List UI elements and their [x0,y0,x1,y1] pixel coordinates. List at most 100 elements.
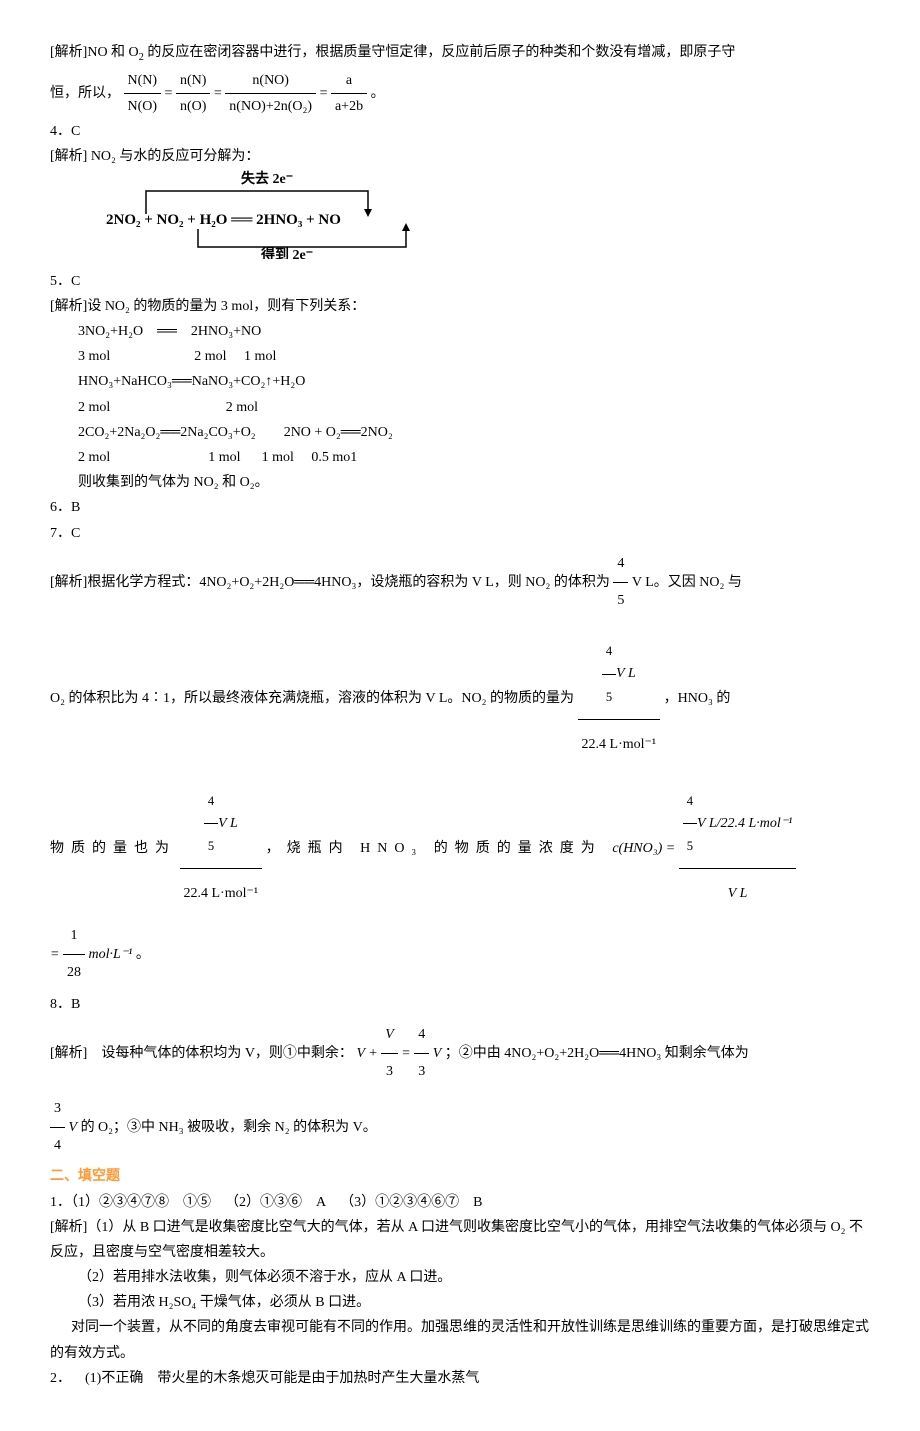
eq: V + [356,1046,381,1061]
numerator: 4 5 V L/22.4 L·mol⁻¹ [679,779,797,869]
eq: V [433,1046,442,1061]
fraction: n(NO) n(NO)+2n(O₂) [225,68,316,119]
text: O₂ 的体积比为 4∶1，所以最终液体充满烧瓶，溶液的体积为 V L。NO₂ 的… [50,691,578,706]
inner-num: 4 [204,779,218,824]
lhs: c(HNO₃) = [612,840,678,855]
eq: = [165,86,173,101]
denominator: 28 [63,955,85,991]
inner-num: 4 [683,779,697,824]
denominator: 3 [414,1054,429,1090]
fraction: 4 5 [613,546,628,620]
q5-line: 2 mol 2 mol [50,395,870,420]
text: NO 和 O [87,45,138,60]
eq-a: 2CO₂+2Na₂O₂══2Na₂CO₃+O₂ [78,425,256,440]
unit: mol·L⁻¹ [88,947,132,962]
analysis-label: [解析] [50,45,87,60]
question-8-p1: [解析] 设每种气体的体积均为 V，则①中剩余： V + V 3 = 4 3 V… [50,1017,870,1091]
arrowhead-down [364,209,372,217]
question-7-p3: 物质的量也为 4 5 V L 22.4 L·mol⁻¹ ，烧瓶内 HNO₃ 的物… [50,779,870,918]
text: 。 [371,86,385,101]
denominator: 22.4 L·mol⁻¹ [578,720,661,769]
fraction: n(N) n(O) [176,68,210,119]
var: V [69,1120,78,1135]
redox-diagram: 失去 2e⁻ 2NO₂ + NO₂ + H₂O ══ 2HNO₃ + NO 得到… [106,169,870,268]
q5-line: 3 mol 2 mol 1 mol [50,344,870,369]
text: ，烧瓶内 HNO₃ 的物质的量浓度为 [266,840,613,855]
question-8-answer: 8．B [50,992,870,1017]
fraction: 4 5 V L 22.4 L·mol⁻¹ [180,779,263,918]
denominator: 4 [50,1128,65,1164]
denominator: 22.4 L·mol⁻¹ [180,869,263,918]
redox-svg: 失去 2e⁻ 2NO₂ + NO₂ + H₂O ══ 2HNO₃ + NO 得到… [106,169,466,259]
amt: 1 mol [208,450,240,465]
text: 的反应在密闭容器中进行，根据质量守恒定律，反应前后原子的种类和个数没有增减，即原… [144,45,736,60]
text: [解析]根据化学方程式：4NO₂+O₂+2H₂O══4HNO₃，设烧瓶的容积为 … [50,575,610,590]
numerator: N(N) [124,68,162,94]
inner-den: 5 [602,675,616,719]
fill-a2: （2）若用排水法收集，则气体必须不溶于水，应从 A 口进。 [50,1265,870,1290]
numerator: 4 5 V L [180,779,263,869]
question-5-answer: 5．C [50,269,870,294]
text: 物质的量也为 [50,840,176,855]
eq: = [320,86,328,101]
fraction: 4 3 [414,1017,429,1091]
fill-q2: 2． (1)不正确 带火星的木条熄灭可能是由于加热时产生大量水蒸气 [50,1366,870,1391]
unit: V L [218,815,238,830]
text: ；②中由 4NO₂+O₂+2H₂O══4HNO₃ 知剩余气体为 [445,1046,749,1061]
numerator: 4 [613,546,628,583]
fraction: N(N) N(O) [124,68,162,119]
question-4-analysis: [解析] NO₂ 与水的反应可分解为： [50,144,870,169]
fraction: 4 5 V L/22.4 L·mol⁻¹ V L [679,779,797,918]
fraction: 3 4 [50,1091,65,1165]
numerator: n(NO) [225,68,316,94]
text: 的 O₂；③中 NH₃ 被吸收，剩余 N₂ 的体积为 V。 [81,1120,377,1135]
question-7-p1: [解析]根据化学方程式：4NO₂+O₂+2H₂O══4HNO₃，设烧瓶的容积为 … [50,546,870,620]
numerator: 4 5 V L [578,629,661,719]
bottom-bracket [198,226,406,247]
question-8-p2: 3 4 V 的 O₂；③中 NH₃ 被吸收，剩余 N₂ 的体积为 V。 [50,1091,870,1165]
amt: 2 mol [78,450,110,465]
q5-line: 3NO₂+H₂O ══ 2HNO₃+NO [50,319,870,344]
denominator: V L [679,869,797,918]
text: ，HNO₃ 的 [664,691,731,706]
eq: = [50,947,63,962]
question-5-analysis: [解析]设 NO₂ 的物质的量为 3 mol，则有下列关系： [50,294,870,319]
fraction: 1 28 [63,918,85,992]
inner-den: 5 [683,824,697,868]
equation-text: 2NO₂ + NO₂ + H₂O ══ 2HNO₃ + NO [106,212,341,228]
eq: = [214,86,222,101]
text: [解析] 设每种气体的体积均为 V，则①中剩余： [50,1046,353,1061]
fraction: a a+2b [331,68,367,119]
numerator: V [381,1017,398,1054]
fraction: V 3 [381,1017,398,1091]
denominator: 3 [381,1054,398,1090]
fill-a3: （3）若用浓 H₂SO₄ 干燥气体，必须从 B 口进。 [50,1290,870,1315]
denominator: n(NO)+2n(O₂) [225,94,316,119]
unit: V L [616,666,636,681]
question-7-answer: 7．C [50,521,870,546]
q5-line: HNO₃+NaHCO₃══NaNO₃+CO₂↑+H₂O [50,369,870,394]
fill-a1: [解析]（1）从 B 口进气是收集密度比空气大的气体，若从 A 口进气则收集密度… [50,1215,870,1265]
fill-a4: 对同一个装置，从不同的角度去审视可能有不同的作用。加强思维的灵活性和开放性训练是… [50,1315,870,1365]
question-4-answer: 4．C [50,119,870,144]
numerator: n(N) [176,68,210,94]
numerator: 1 [63,918,85,955]
fraction: 4 5 V L 22.4 L·mol⁻¹ [578,629,661,768]
unit: V L/22.4 L·mol⁻¹ [697,815,792,830]
inner-num: 4 [602,629,616,674]
numerator: 4 [414,1017,429,1054]
text: 。 [136,947,150,962]
amt: 1 mol [262,450,294,465]
denominator: N(O) [124,94,162,119]
top-bracket [146,191,368,214]
eq: = [401,1046,414,1061]
q5-line: 2 mol 1 mol 1 mol 0.5 mo1 [50,445,870,470]
eq-b: 2NO + O₂══2NO₂ [284,425,393,440]
text: 恒，所以， [50,86,120,101]
q5-line: 则收集到的气体为 NO₂ 和 O₂。 [50,470,870,495]
text: V L。又因 NO₂ 与 [632,575,742,590]
arrowhead-up [402,223,410,231]
question-3-analysis: [解析]NO 和 O2 的反应在密闭容器中进行，根据质量守恒定律，反应前后原子的… [50,40,870,68]
numerator: 3 [50,1091,65,1128]
numerator: a [331,68,367,94]
